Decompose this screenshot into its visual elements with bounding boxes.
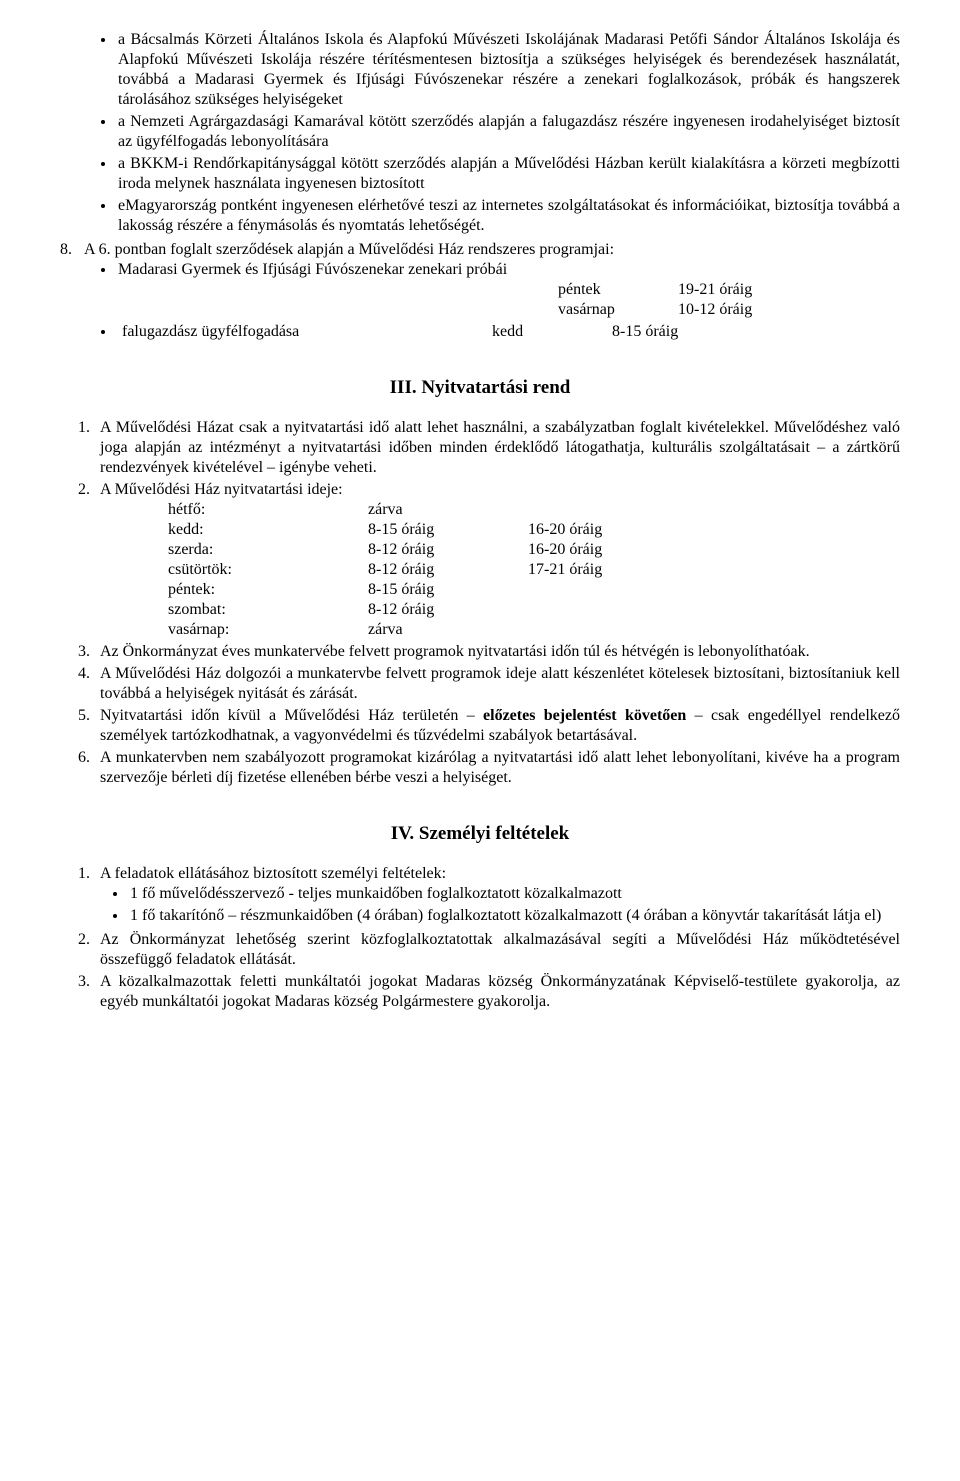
list-item: Madarasi Gyermek és Ifjúsági Fúvószeneka… [116, 260, 900, 320]
list-item: A munkatervben nem szabályozott programo… [94, 748, 900, 788]
list-item: A Művelődési Házat csak a nyitvatartási … [94, 418, 900, 478]
list-item: a Nemzeti Agrárgazdasági Kamarával kötöt… [116, 112, 900, 152]
schedule-row: falugazdász ügyfélfogadása kedd 8-15 órá… [118, 322, 900, 342]
list-item: 1 fő művelődésszervező - teljes munkaidő… [128, 884, 900, 904]
list-item: A feladatok ellátásához biztosított szem… [94, 864, 900, 926]
time-cell: 8-12 óráig [368, 540, 528, 560]
sublist-text: Madarasi Gyermek és Ifjúsági Fúvószeneka… [118, 261, 507, 278]
time-cell: zárva [368, 500, 528, 520]
table-row: vasárnap: zárva [128, 620, 900, 640]
section4-list: A feladatok ellátásához biztosított szem… [60, 864, 900, 1012]
item8-text: A 6. pontban foglalt szerződések alapján… [84, 240, 900, 260]
table-row: szerda: 8-12 óráig 16-20 óráig [128, 540, 900, 560]
list-item: Az Önkormányzat éves munkatervébe felvet… [94, 642, 900, 662]
day-cell: kedd: [128, 520, 368, 540]
schedule-day: péntek [558, 280, 678, 300]
section4-heading: IV. Személyi feltételek [60, 822, 900, 846]
section4-sublist: 1 fő művelődésszervező - teljes munkaidő… [100, 884, 900, 926]
item8-marker: 8. [60, 240, 84, 260]
time-cell: 8-12 óráig [368, 560, 528, 580]
schedule-time: 8-15 óráig [612, 322, 732, 342]
time-cell: 16-20 óráig [528, 540, 688, 560]
list-item: Nyitvatartási időn kívül a Művelődési Há… [94, 706, 900, 746]
time-cell: 8-15 óráig [368, 520, 528, 540]
list-item: a BKKM-i Rendőrkapitánysággal kötött sze… [116, 154, 900, 194]
time-cell: 8-12 óráig [368, 600, 528, 620]
time-cell: 16-20 óráig [528, 520, 688, 540]
schedule-row: péntek 19-21 óráig [118, 280, 900, 300]
table-row: csütörtök: 8-12 óráig 17-21 óráig [128, 560, 900, 580]
day-cell: csütörtök: [128, 560, 368, 580]
section3-heading: III. Nyitvatartási rend [60, 376, 900, 400]
time-cell: zárva [368, 620, 528, 640]
day-cell: hétfő: [128, 500, 368, 520]
numbered-item-8: 8. A 6. pontban foglalt szerződések alap… [60, 240, 900, 260]
list-item: A Művelődési Ház nyitvatartási ideje: hé… [94, 480, 900, 640]
time-cell [528, 620, 688, 640]
day-cell: szombat: [128, 600, 368, 620]
item-lead-text: A Művelődési Ház nyitvatartási ideje: [100, 481, 343, 498]
text-pre: Nyitvatartási időn kívül a Művelődési Há… [100, 707, 483, 724]
list-item: A közalkalmazottak feletti munkáltatói j… [94, 972, 900, 1012]
time-cell: 17-21 óráig [528, 560, 688, 580]
item8-sublist: Madarasi Gyermek és Ifjúsági Fúvószeneka… [60, 260, 900, 342]
top-bullet-list: a Bácsalmás Körzeti Általános Iskola és … [60, 30, 900, 236]
list-item: 1 fő takarítónő – részmunkaidőben (4 órá… [128, 906, 900, 926]
schedule-day: vasárnap [558, 300, 678, 320]
schedule-row: vasárnap 10-12 óráig [118, 300, 900, 320]
time-cell: 8-15 óráig [368, 580, 528, 600]
text-bold: előzetes bejelentést követően [483, 707, 686, 724]
schedule-label: falugazdász ügyfélfogadása [118, 322, 492, 342]
day-cell: szerda: [128, 540, 368, 560]
section3-list: A Művelődési Házat csak a nyitvatartási … [60, 418, 900, 788]
table-row: szombat: 8-12 óráig [128, 600, 900, 620]
time-cell [528, 500, 688, 520]
time-cell [528, 580, 688, 600]
time-cell [528, 600, 688, 620]
table-row: hétfő: zárva [128, 500, 900, 520]
day-cell: vasárnap: [128, 620, 368, 640]
list-item: A Művelődési Ház dolgozói a munkatervbe … [94, 664, 900, 704]
schedule-time: 10-12 óráig [678, 300, 798, 320]
list-item: Az Önkormányzat lehetőség szerint közfog… [94, 930, 900, 970]
schedule-day: kedd [492, 322, 612, 342]
day-cell: péntek: [128, 580, 368, 600]
list-item: falugazdász ügyfélfogadása kedd 8-15 órá… [116, 322, 900, 342]
table-row: kedd: 8-15 óráig 16-20 óráig [128, 520, 900, 540]
schedule-time: 19-21 óráig [678, 280, 798, 300]
item-lead-text: A feladatok ellátásához biztosított szem… [100, 865, 446, 882]
opening-hours-table: hétfő: zárva kedd: 8-15 óráig 16-20 órái… [100, 500, 900, 640]
list-item: eMagyarország pontként ingyenesen elérhe… [116, 196, 900, 236]
table-row: péntek: 8-15 óráig [128, 580, 900, 600]
list-item: a Bácsalmás Körzeti Általános Iskola és … [116, 30, 900, 110]
